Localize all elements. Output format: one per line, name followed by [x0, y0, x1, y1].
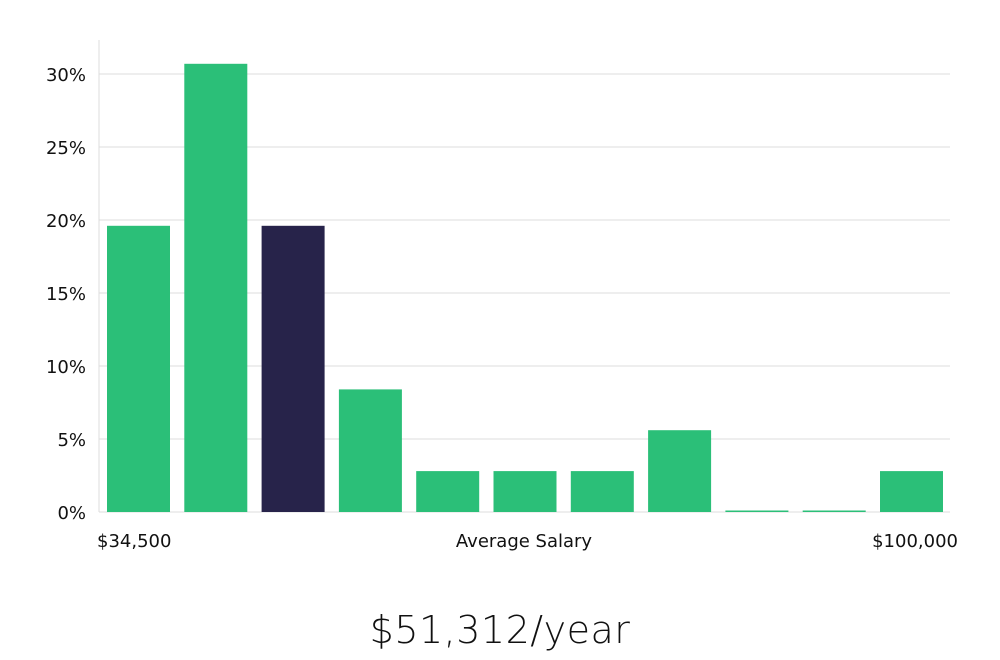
x-axis-label: Average Salary	[456, 531, 593, 552]
y-tick-label: 0%	[57, 503, 86, 524]
salary-bar	[802, 510, 866, 512]
x-end-label: $100,000	[872, 531, 958, 552]
x-start-label: $34,500	[97, 531, 171, 552]
salary-bar	[184, 63, 248, 513]
salary-bar	[725, 510, 789, 512]
salary-bar	[493, 471, 557, 512]
highlighted-bar	[261, 225, 325, 513]
y-tick-label: 5%	[57, 430, 86, 451]
y-tick-label: 15%	[46, 284, 86, 305]
salary-bar	[880, 471, 943, 512]
salary-bar	[338, 389, 402, 512]
salary-bar	[107, 225, 170, 513]
average-salary-value: $51,312/year	[369, 608, 631, 652]
y-tick-label: 20%	[46, 211, 86, 232]
y-tick-label: 30%	[46, 65, 86, 86]
salary-histogram: 0% 5% 10% 15% 20% 25% 30% $34,500 Average Sala…	[46, 40, 958, 552]
y-axis-ticks: 0% 5% 10% 15% 20% 25% 30%	[46, 65, 86, 524]
y-tick-label: 10%	[46, 357, 86, 378]
y-tick-label: 25%	[46, 138, 86, 159]
salary-bar	[416, 471, 480, 512]
bars	[107, 63, 943, 513]
salary-bar	[570, 471, 634, 512]
salary-bar	[648, 430, 712, 512]
